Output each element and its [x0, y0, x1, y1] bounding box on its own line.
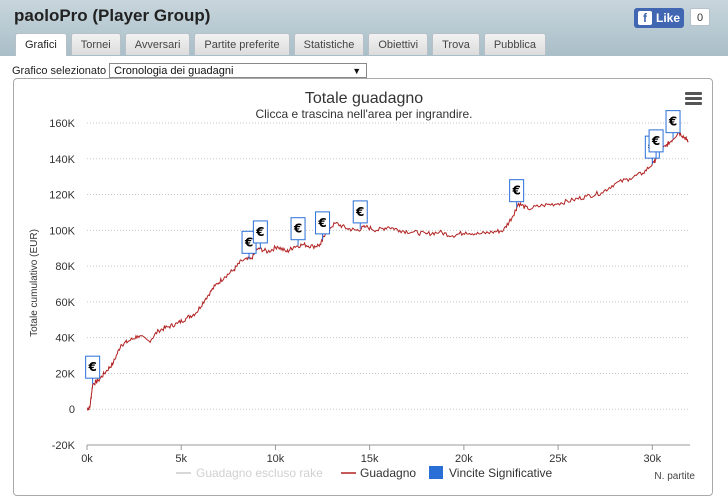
- chart-container[interactable]: [13, 78, 713, 496]
- y-tick-label: 160K: [49, 118, 75, 130]
- significant-win-flag[interactable]: €: [352, 200, 368, 229]
- significant-win-flag[interactable]: €: [85, 355, 101, 385]
- chart-subtitle: Clicca e trascina nell'area per ingrandi…: [255, 107, 472, 121]
- euro-icon: €: [668, 115, 677, 129]
- euro-icon: €: [511, 184, 520, 198]
- flag-box: [252, 220, 268, 244]
- x-axis-label: N. partite: [654, 471, 695, 482]
- significant-win-flag[interactable]: €: [665, 110, 681, 139]
- facebook-like-button[interactable]: f Like: [634, 8, 684, 28]
- chart-selector-row: Grafico selezionato Cronologia dei guada…: [12, 63, 368, 78]
- flag-box: [665, 110, 681, 134]
- legend-guadagno-label[interactable]: Guadagno: [360, 466, 416, 480]
- x-tick-label: 5k: [175, 453, 187, 465]
- y-tick-label: -20K: [52, 440, 76, 452]
- y-tick-label: 20K: [55, 368, 75, 380]
- flag-box: [352, 200, 368, 224]
- tab-partite-preferite[interactable]: Partite preferite: [194, 33, 290, 55]
- facebook-like-label: Like: [656, 11, 681, 25]
- window-header: paoloPro (Player Group) f Like 0 Grafici…: [0, 0, 728, 56]
- x-tick-label: 20k: [455, 453, 473, 465]
- y-tick-label: 140K: [49, 154, 75, 166]
- tab-bar: Grafici Tornei Avversari Partite preferi…: [15, 33, 547, 56]
- euro-icon: €: [317, 216, 326, 230]
- y-tick-label: 40K: [55, 333, 75, 345]
- tab-trova[interactable]: Trova: [432, 33, 480, 55]
- dropdown-arrow-icon: ▼: [352, 66, 362, 76]
- euro-icon: €: [293, 222, 302, 236]
- significant-win-flag[interactable]: €: [648, 129, 664, 158]
- legend: Guadagno escluso rake Guadagno Vincite S…: [176, 466, 552, 480]
- flag-box: [85, 355, 101, 379]
- euro-icon: €: [651, 134, 660, 148]
- significant-win-markers: €€€€€€€€€€: [85, 110, 681, 385]
- euro-icon: €: [255, 225, 264, 239]
- tab-tornei[interactable]: Tornei: [70, 33, 121, 55]
- y-tick-label: 100K: [49, 225, 75, 237]
- x-tick-label: 0k: [81, 453, 93, 465]
- series-layer: [86, 130, 689, 411]
- x-tick-label: 30k: [643, 453, 661, 465]
- chart-selector-value: Cronologia dei guadagni: [114, 65, 234, 77]
- series-line-guadagno: [86, 130, 689, 411]
- flag-box: [648, 129, 664, 153]
- flag-box: [290, 217, 306, 241]
- euro-icon: €: [87, 360, 96, 374]
- flag-box: [315, 211, 331, 235]
- tab-avversari[interactable]: Avversari: [124, 33, 191, 55]
- significant-win-flag[interactable]: €: [252, 220, 268, 249]
- significant-win-flag[interactable]: €: [315, 211, 331, 240]
- chart-title: Totale guadagno: [305, 90, 423, 107]
- chart-selector-dropdown[interactable]: Cronologia dei guadagni ▼: [109, 63, 368, 78]
- tab-grafici[interactable]: Grafici: [15, 33, 67, 56]
- facebook-like-count: 0: [690, 8, 710, 26]
- x-tick-labels: 0k 5k 10k 15k 20k 25k 30k: [81, 444, 690, 465]
- x-tick-label: 25k: [549, 453, 567, 465]
- significant-win-flag[interactable]: €: [509, 179, 525, 208]
- tab-pubblica[interactable]: Pubblica: [483, 33, 547, 55]
- significant-win-flag[interactable]: €: [290, 217, 306, 246]
- y-tick-label: 120K: [49, 190, 75, 202]
- euro-icon: €: [355, 205, 364, 219]
- y-axis-label: Totale cumulativo (EUR): [29, 229, 40, 337]
- euro-icon: €: [244, 235, 253, 249]
- legend-vincite-swatch: [429, 466, 443, 479]
- tab-obiettivi[interactable]: Obiettivi: [368, 33, 429, 55]
- x-tick-label: 15k: [361, 453, 379, 465]
- page-title: paoloPro (Player Group): [14, 6, 211, 25]
- tab-statistiche[interactable]: Statistiche: [293, 33, 365, 55]
- legend-rake-label[interactable]: Guadagno escluso rake: [196, 466, 323, 480]
- y-tick-labels: -20K 0 20K 40K 60K 80K 100K 120K 140K 160K: [49, 118, 75, 452]
- facebook-icon: f: [638, 11, 652, 25]
- y-tick-label: 0: [69, 404, 75, 416]
- y-tick-label: 60K: [55, 297, 75, 309]
- chart-selector-label: Grafico selezionato: [12, 64, 107, 77]
- gridlines: [87, 122, 690, 446]
- chart-menu-icon[interactable]: [685, 92, 702, 106]
- flag-box: [509, 179, 525, 203]
- significant-win-flag[interactable]: €: [241, 230, 257, 260]
- legend-vincite-label[interactable]: Vincite Significative: [449, 466, 552, 480]
- y-tick-label: 80K: [55, 261, 75, 273]
- x-tick-label: 10k: [267, 453, 285, 465]
